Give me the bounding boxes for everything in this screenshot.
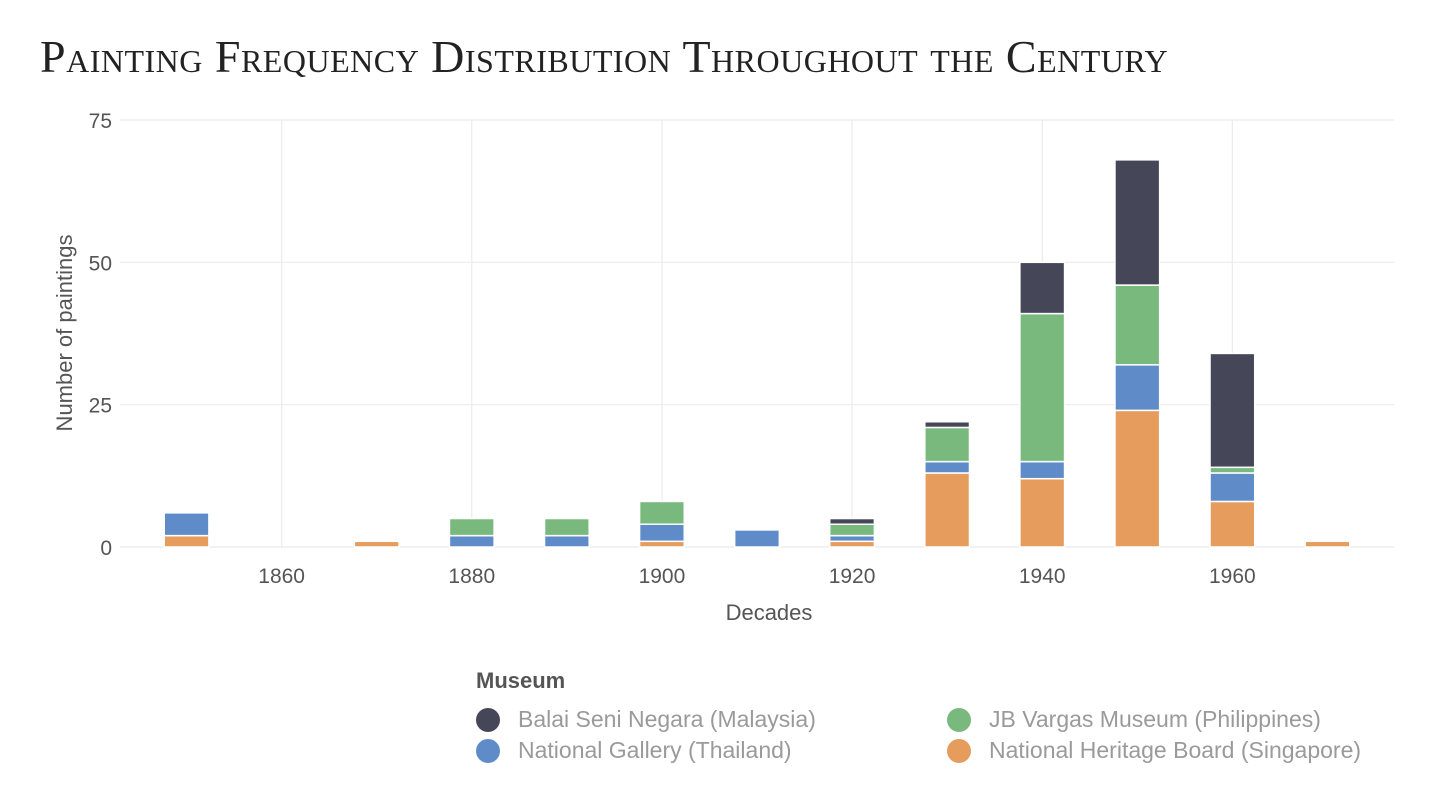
- bar-segment: [1304, 540, 1351, 548]
- bar-segment: [1114, 409, 1161, 548]
- bar-segment: [924, 426, 971, 463]
- y-tick-label: 0: [100, 537, 112, 560]
- bar-segment: [1114, 159, 1161, 286]
- bar-segment: [924, 460, 971, 474]
- bar-segment: [1209, 352, 1256, 469]
- bar-segment: [924, 420, 971, 429]
- chart-title: Painting Frequency Distribution Througho…: [40, 31, 1169, 82]
- x-tick-label: 1940: [1019, 565, 1066, 588]
- bar-segment: [1114, 364, 1161, 412]
- x-tick-label: 1920: [829, 565, 876, 588]
- legend-item-singapore: National Heritage Board (Singapore): [947, 737, 1387, 764]
- legend-item-thailand: National Gallery (Thailand): [476, 737, 947, 764]
- legend-item-malaysia: Balai Seni Negara (Malaysia): [476, 706, 947, 733]
- bar-stacks: [163, 159, 1351, 548]
- bar-segment: [828, 534, 876, 543]
- bar-segment: [828, 540, 876, 548]
- legend-dot: [947, 738, 971, 763]
- y-tick-label: 25: [89, 395, 112, 418]
- legend-label: JB Vargas Museum (Philippines): [989, 706, 1321, 732]
- bar-segment: [1209, 466, 1256, 474]
- bar-segment: [1019, 477, 1066, 548]
- bar-segment: [543, 517, 590, 537]
- bar-segment: [828, 523, 876, 537]
- y-tick-label: 75: [89, 110, 112, 133]
- legend-title: Museum: [476, 668, 566, 693]
- legend-dot: [476, 707, 500, 732]
- bar-segment: [448, 534, 495, 548]
- legend-label: Balai Seni Negara (Malaysia): [518, 706, 816, 732]
- bar-segment: [1209, 472, 1256, 503]
- bar-segment: [448, 517, 495, 537]
- bar-segment: [828, 517, 876, 525]
- bar-segment: [1019, 261, 1066, 315]
- legend: Museum Balai Seni Negara (Malaysia) JB V…: [476, 668, 1416, 764]
- bar-segment: [638, 523, 686, 543]
- bar-segment: [543, 534, 590, 548]
- legend-dot: [476, 738, 500, 763]
- y-axis-label: Number of paintings: [52, 235, 77, 432]
- bar-segment: [1019, 312, 1066, 463]
- bar-segment: [163, 512, 210, 537]
- legend-label: National Heritage Board (Singapore): [989, 737, 1362, 763]
- bar-segment: [1209, 500, 1256, 548]
- y-tick-label: 50: [89, 252, 112, 275]
- bar-segment: [733, 529, 781, 548]
- x-tick-label: 1960: [1209, 565, 1256, 588]
- legend-label: National Gallery (Thailand): [518, 737, 792, 763]
- x-tick-label: 1900: [639, 565, 686, 588]
- legend-dot: [947, 707, 971, 732]
- bar-segment: [1114, 284, 1161, 366]
- bar-segment: [163, 534, 210, 548]
- grid-lines: [120, 119, 1394, 548]
- axis-labels: 0 25 50 75 1860 1880 1900 1920 1940 1960: [89, 110, 1256, 588]
- bar-segment: [638, 540, 686, 548]
- bar-segment: [638, 500, 686, 525]
- legend-item-philippines: JB Vargas Museum (Philippines): [947, 706, 1387, 733]
- x-tick-label: 1880: [448, 565, 495, 588]
- bar-segment: [924, 472, 971, 548]
- x-tick-label: 1860: [258, 565, 305, 588]
- x-axis-label: Decades: [726, 600, 813, 625]
- bar-segment: [353, 540, 400, 548]
- bar-segment: [1019, 460, 1066, 480]
